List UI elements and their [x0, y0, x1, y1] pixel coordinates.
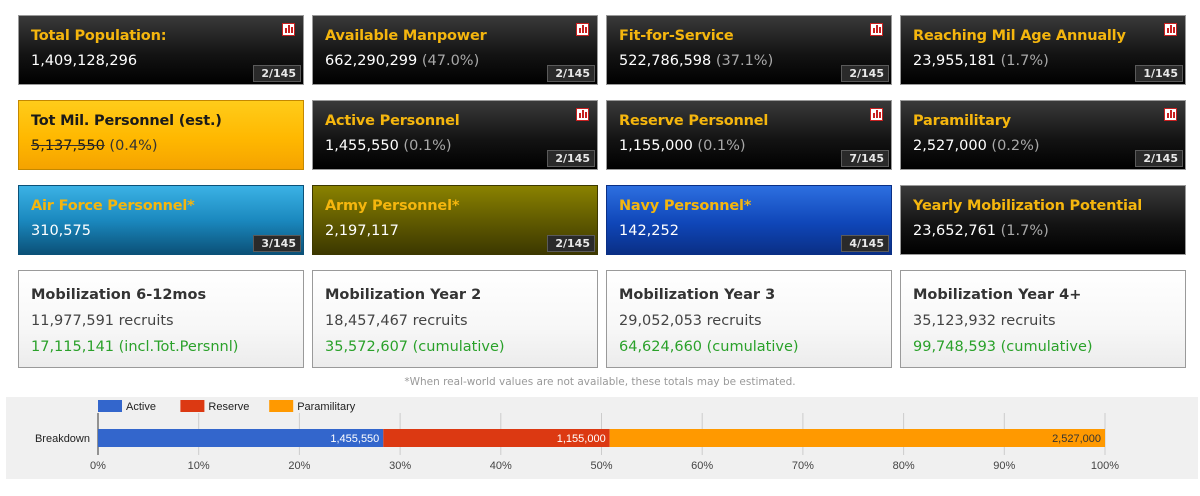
card-value: 5,137,550 (0.4%) [31, 138, 158, 154]
available-manpower-card[interactable]: Available Manpower 662,290,299 (47.0%) 2… [312, 15, 598, 85]
legend-label: Paramilitary [297, 401, 356, 413]
total-population-card[interactable]: Total Population: 1,409,128,296 2/145 [18, 15, 304, 85]
legend-swatch [269, 400, 294, 412]
card-title: Total Population: [31, 28, 167, 44]
category-label: Breakdown [35, 433, 90, 445]
estimate-footnote: *When real-world values are not availabl… [404, 376, 796, 388]
card-value: 1,455,550 (0.1%) [325, 138, 452, 154]
mobilization-cumulative: 64,624,660 (cumulative) [619, 339, 799, 355]
x-tick-label: 100% [1091, 460, 1119, 472]
x-tick-label: 20% [288, 460, 310, 472]
card-title: Paramilitary [913, 113, 1011, 129]
legend-label: Active [126, 401, 156, 413]
mobilization-recruits: 35,123,932 recruits [913, 313, 1056, 329]
rank-badge: 2/145 [253, 65, 301, 82]
bar-chart-icon[interactable] [870, 108, 883, 121]
card-value: 23,652,761 (1.7%) [913, 223, 1049, 239]
card-title: Yearly Mobilization Potential [913, 198, 1143, 214]
rank-badge: 4/145 [841, 235, 889, 252]
mobilization-cumulative: 99,748,593 (cumulative) [913, 339, 1093, 355]
card-value: 1,155,000 (0.1%) [619, 138, 746, 154]
card-value: 522,786,598 (37.1%) [619, 53, 774, 69]
card-title: Army Personnel* [325, 198, 460, 214]
rank-badge: 2/145 [841, 65, 889, 82]
card-title: Reaching Mil Age Annually [913, 28, 1126, 44]
bar-chart-icon[interactable] [282, 23, 295, 36]
card-title: Tot Mil. Personnel (est.) [31, 113, 222, 129]
mobilization-6-12mos-card: Mobilization 6-12mos 11,977,591 recruits… [18, 270, 304, 368]
rank-badge: 2/145 [1135, 150, 1183, 167]
navy-personnel-card[interactable]: Navy Personnel* 142,252 4/145 [606, 185, 892, 255]
legend-swatch [180, 400, 205, 412]
mobilization-year-2-card: Mobilization Year 2 18,457,467 recruits … [312, 270, 598, 368]
x-tick-label: 30% [389, 460, 411, 472]
bar-chart-icon[interactable] [1164, 108, 1177, 121]
card-value: 142,252 [619, 223, 679, 239]
bar-value-label: 1,455,550 [330, 433, 379, 445]
bar-value-label: 1,155,000 [557, 433, 606, 445]
rank-badge: 2/145 [547, 235, 595, 252]
bar-segment-active [98, 429, 384, 447]
rank-badge: 2/145 [547, 65, 595, 82]
card-value: 662,290,299 (47.0%) [325, 53, 480, 69]
card-title: Fit-for-Service [619, 28, 734, 44]
card-value: 23,955,181 (1.7%) [913, 53, 1049, 69]
mobilization-recruits: 29,052,053 recruits [619, 313, 762, 329]
yearly-mobilization-card[interactable]: Yearly Mobilization Potential 23,652,761… [900, 185, 1186, 255]
card-value: 310,575 [31, 223, 91, 239]
reaching-mil-age-card[interactable]: Reaching Mil Age Annually 23,955,181 (1.… [900, 15, 1186, 85]
bar-chart-icon[interactable] [576, 108, 589, 121]
air-force-personnel-card[interactable]: Air Force Personnel* 310,575 3/145 [18, 185, 304, 255]
mobilization-year-4-card: Mobilization Year 4+ 35,123,932 recruits… [900, 270, 1186, 368]
bar-segment-reserve [383, 429, 610, 447]
legend-label: Reserve [208, 401, 249, 413]
mobilization-title: Mobilization Year 4+ [913, 287, 1082, 303]
x-tick-label: 90% [993, 460, 1015, 472]
mobilization-year-3-card: Mobilization Year 3 29,052,053 recruits … [606, 270, 892, 368]
rank-badge: 7/145 [841, 150, 889, 167]
active-personnel-card[interactable]: Active Personnel 1,455,550 (0.1%) 2/145 [312, 100, 598, 170]
paramilitary-card[interactable]: Paramilitary 2,527,000 (0.2%) 2/145 [900, 100, 1186, 170]
army-personnel-card[interactable]: Army Personnel* 2,197,117 2/145 [312, 185, 598, 255]
breakdown-chart: 0% 10% 20% 30% 40% 50% 60% 70% 80% 90% 100% Breakdo… [35, 400, 1119, 472]
reserve-personnel-card[interactable]: Reserve Personnel 1,155,000 (0.1%) 7/145 [606, 100, 892, 170]
card-title: Active Personnel [325, 113, 460, 129]
card-title: Air Force Personnel* [31, 198, 195, 214]
mobilization-recruits: 18,457,467 recruits [325, 313, 468, 329]
tot-mil-personnel-card[interactable]: Tot Mil. Personnel (est.) 5,137,550 (0.4… [18, 100, 304, 170]
fit-for-service-card[interactable]: Fit-for-Service 522,786,598 (37.1%) 2/14… [606, 15, 892, 85]
bar-chart-icon[interactable] [870, 23, 883, 36]
x-tick-label: 80% [893, 460, 915, 472]
rank-badge: 3/145 [253, 235, 301, 252]
x-tick-label: 40% [490, 460, 512, 472]
rank-badge: 2/145 [547, 150, 595, 167]
mobilization-cumulative: 35,572,607 (cumulative) [325, 339, 505, 355]
x-tick-label: 60% [691, 460, 713, 472]
card-value: 1,409,128,296 [31, 53, 138, 69]
mobilization-title: Mobilization 6-12mos [31, 287, 207, 303]
legend-swatch [98, 400, 122, 412]
x-tick-label: 0% [90, 460, 106, 472]
mobilization-title: Mobilization Year 2 [325, 287, 482, 303]
card-title: Reserve Personnel [619, 113, 769, 129]
x-tick-label: 50% [590, 460, 612, 472]
card-value: 2,527,000 (0.2%) [913, 138, 1040, 154]
x-tick-label: 10% [188, 460, 210, 472]
bar-chart-icon[interactable] [1164, 23, 1177, 36]
bar-segment-paramilitary [609, 429, 1105, 447]
bar-value-label: 2,527,000 [1052, 433, 1101, 445]
mobilization-recruits: 11,977,591 recruits [31, 313, 174, 329]
bar-chart-icon[interactable] [576, 23, 589, 36]
breakdown-chart-panel: 0% 10% 20% 30% 40% 50% 60% 70% 80% 90% 100% Breakdo… [6, 397, 1198, 479]
rank-badge: 1/145 [1135, 65, 1183, 82]
card-value: 2,197,117 [325, 223, 399, 239]
card-title: Navy Personnel* [619, 198, 752, 214]
card-title: Available Manpower [325, 28, 487, 44]
x-tick-label: 70% [792, 460, 814, 472]
mobilization-cumulative: 17,115,141 (incl.Tot.Persnnl) [31, 339, 239, 355]
mobilization-title: Mobilization Year 3 [619, 287, 776, 303]
